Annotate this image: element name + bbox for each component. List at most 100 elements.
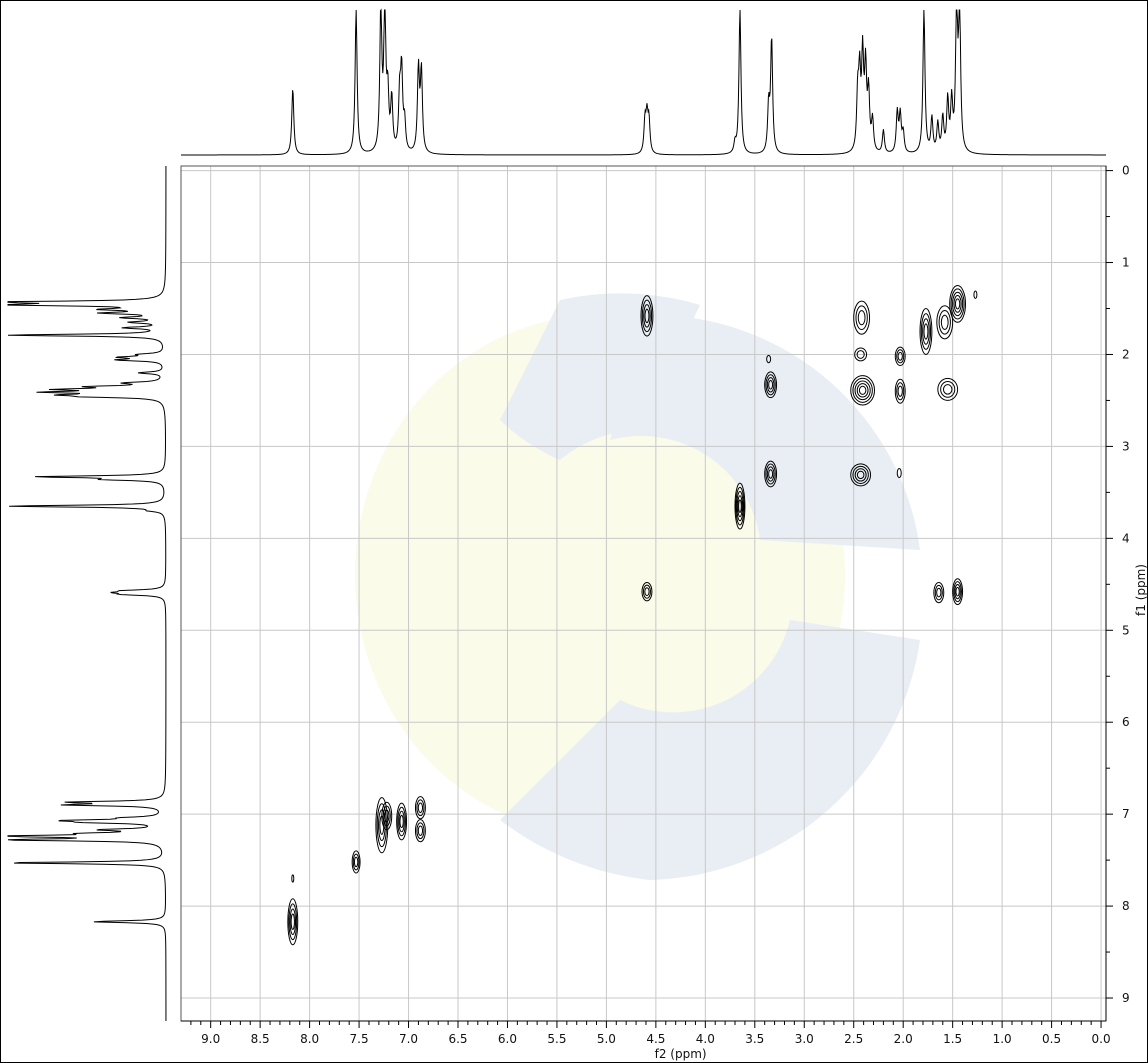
cross-peak [414, 819, 426, 843]
contour-level [897, 385, 903, 397]
x-tick-label: 5.5 [547, 1032, 566, 1046]
y-tick-label: 4 [1122, 531, 1130, 545]
contour-level [894, 378, 906, 404]
cross-peak [351, 850, 361, 874]
contour-level [288, 903, 298, 941]
contour-level [920, 313, 932, 350]
contour-level [854, 380, 871, 401]
contour-level [854, 347, 868, 362]
contour-level [938, 309, 951, 335]
cross-peak [894, 378, 906, 404]
y-tick-label: 9 [1122, 991, 1130, 1005]
x-tick-label: 6.5 [448, 1032, 467, 1046]
y-axis: 0 1 2 3 4 5 6 7 8 9 [1105, 164, 1130, 1021]
contour-level [287, 898, 299, 946]
contour-level [896, 349, 905, 364]
contour-level [856, 383, 869, 398]
y-tick-label: 7 [1122, 807, 1130, 821]
contour-level [641, 581, 653, 602]
contour-level [850, 375, 876, 406]
contour-level [414, 796, 426, 820]
contour-level [940, 381, 956, 398]
contour-level [954, 298, 961, 310]
contour-level [919, 308, 933, 355]
cross-peak [853, 300, 871, 335]
y-tick-label: 6 [1122, 715, 1130, 729]
contour-level [953, 581, 962, 603]
watermark-blue-lower [500, 620, 920, 880]
contour-level [766, 377, 775, 393]
contour-level [942, 384, 953, 395]
contour-level [381, 801, 393, 831]
watermark-blue-top [500, 293, 700, 460]
y-tick-label: 3 [1122, 439, 1130, 453]
contour-level [896, 467, 902, 479]
watermark-blue-upper [610, 314, 920, 550]
grid [181, 166, 1106, 1021]
contour-level [954, 584, 961, 600]
contour-level [850, 463, 872, 487]
cross-peak [850, 463, 872, 487]
contour-level [934, 584, 943, 601]
contour-level [955, 586, 960, 597]
contour-level [933, 581, 945, 604]
contour-level [853, 300, 871, 335]
x-tick-label: 8.0 [300, 1032, 319, 1046]
contour-level [417, 802, 424, 813]
contour-level [766, 466, 775, 482]
cross-peak [936, 305, 954, 340]
cross-peak [894, 346, 906, 367]
contour-level [856, 470, 865, 480]
contour-level [290, 913, 295, 930]
x-tick-label: 2.0 [894, 1032, 913, 1046]
contour-level [735, 486, 745, 526]
contour-level [351, 850, 361, 874]
y-axis-title: f1 (ppm) [1134, 564, 1148, 616]
cross-peak [381, 801, 393, 831]
x-tick-label: 4.5 [646, 1032, 665, 1046]
x-tick-label: 7.0 [399, 1032, 418, 1046]
cross-peak [766, 354, 772, 364]
contour-level [376, 803, 387, 848]
cross-peak [764, 460, 778, 488]
contour-level [936, 587, 942, 598]
x-tick-label: 6.0 [498, 1032, 517, 1046]
x-tick-label: 4.0 [696, 1032, 715, 1046]
contour-level [855, 305, 868, 331]
contour-level [766, 354, 772, 364]
cross-peak [764, 371, 778, 399]
contour-level [398, 810, 405, 833]
contour-level [738, 499, 742, 513]
contour-level [384, 809, 390, 823]
cross-peak [933, 581, 945, 604]
contour-level [856, 350, 865, 359]
x-tick-label: 7.5 [350, 1032, 369, 1046]
x-tick-label: 8.5 [251, 1032, 270, 1046]
contour-level [764, 371, 778, 399]
cross-peak [937, 377, 959, 401]
x-tick-label: 0.5 [1042, 1032, 1061, 1046]
contour-level [764, 460, 778, 488]
x-axis: 9.0 8.5 8.0 7.5 7.0 6.5 6.0 5.5 5.0 4.5 4.0 3.5 3.0 2… [181, 1020, 1111, 1046]
cross-peak [640, 295, 654, 337]
contour-level [952, 578, 964, 606]
x-tick-label: 0.0 [1092, 1032, 1111, 1046]
contour-level [352, 853, 360, 871]
contour-level [643, 304, 651, 328]
cross-peak [896, 467, 902, 479]
cross-peak [854, 347, 868, 362]
contour-level [923, 323, 929, 340]
cross-peak [641, 581, 653, 602]
contour-level [416, 799, 425, 817]
y-tick-label: 2 [1122, 347, 1130, 361]
contour-level [289, 908, 297, 935]
x-tick-label: 3.0 [795, 1032, 814, 1046]
contour-level [291, 874, 295, 883]
cross-peak [287, 898, 299, 946]
x-tick-label: 9.0 [201, 1032, 220, 1046]
cross-peak [952, 578, 964, 606]
contour-level [768, 469, 774, 479]
contour-level [922, 318, 930, 345]
top-projection [181, 8, 1106, 156]
cross-peak [396, 802, 408, 841]
